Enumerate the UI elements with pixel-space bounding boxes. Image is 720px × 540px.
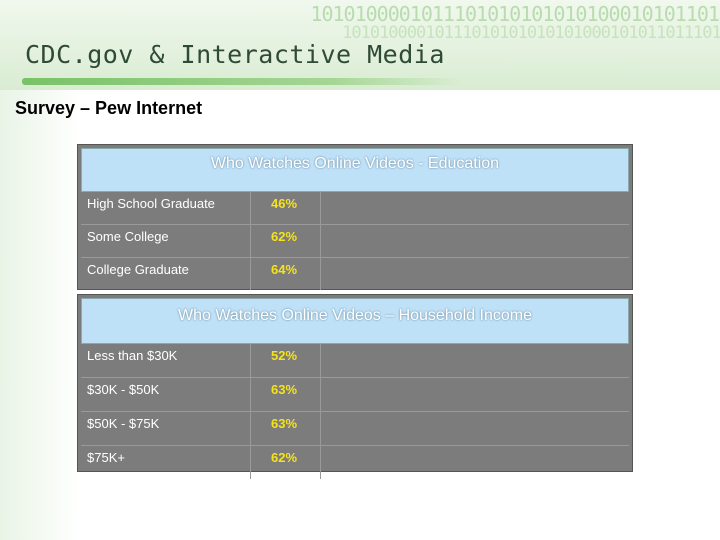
row-value: 64%	[251, 258, 321, 290]
row-label: $75K+	[81, 446, 251, 479]
slide-header: 10101000010111010101010101000101011010 1…	[0, 0, 720, 90]
background-gradient	[0, 90, 80, 540]
empty-cell	[321, 378, 629, 411]
binary-decoration: 10101000010111010101010101000101011010	[310, 2, 720, 26]
education-table-title: Who Watches Online Videos - Education	[81, 148, 629, 192]
row-value: 62%	[251, 225, 321, 257]
row-label: $50K - $75K	[81, 412, 251, 445]
income-table-title: Who Watches Online Videos – Household In…	[81, 298, 629, 344]
empty-cell	[321, 412, 629, 445]
table-row: $50K - $75K 63%	[81, 411, 629, 445]
binary-decoration: 1010100001011101010101010100010101101110…	[342, 23, 720, 43]
row-label: College Graduate	[81, 258, 251, 290]
empty-cell	[321, 192, 629, 224]
table-row: $75K+ 62%	[81, 445, 629, 479]
table-row: Some College 62%	[81, 224, 629, 257]
empty-cell	[321, 446, 629, 479]
row-value: 62%	[251, 446, 321, 479]
empty-cell	[321, 344, 629, 377]
row-label: Some College	[81, 225, 251, 257]
table-row: $30K - $50K 63%	[81, 377, 629, 411]
table-row: High School Graduate 46%	[81, 192, 629, 224]
row-value: 63%	[251, 412, 321, 445]
table-row: Less than $30K 52%	[81, 344, 629, 377]
education-table: Who Watches Online Videos - Education Hi…	[77, 144, 633, 290]
empty-cell	[321, 225, 629, 257]
slide-title: Survey – Pew Internet	[15, 98, 203, 118]
empty-cell	[321, 258, 629, 290]
row-value: 46%	[251, 192, 321, 224]
header-title: CDC.gov & Interactive Media	[25, 40, 445, 69]
row-label: High School Graduate	[81, 192, 251, 224]
income-table: Who Watches Online Videos – Household In…	[77, 294, 633, 479]
row-label: Less than $30K	[81, 344, 251, 377]
header-accent-line	[22, 78, 462, 85]
table-row: College Graduate 64%	[81, 257, 629, 290]
row-value: 63%	[251, 378, 321, 411]
row-value: 52%	[251, 344, 321, 377]
row-label: $30K - $50K	[81, 378, 251, 411]
